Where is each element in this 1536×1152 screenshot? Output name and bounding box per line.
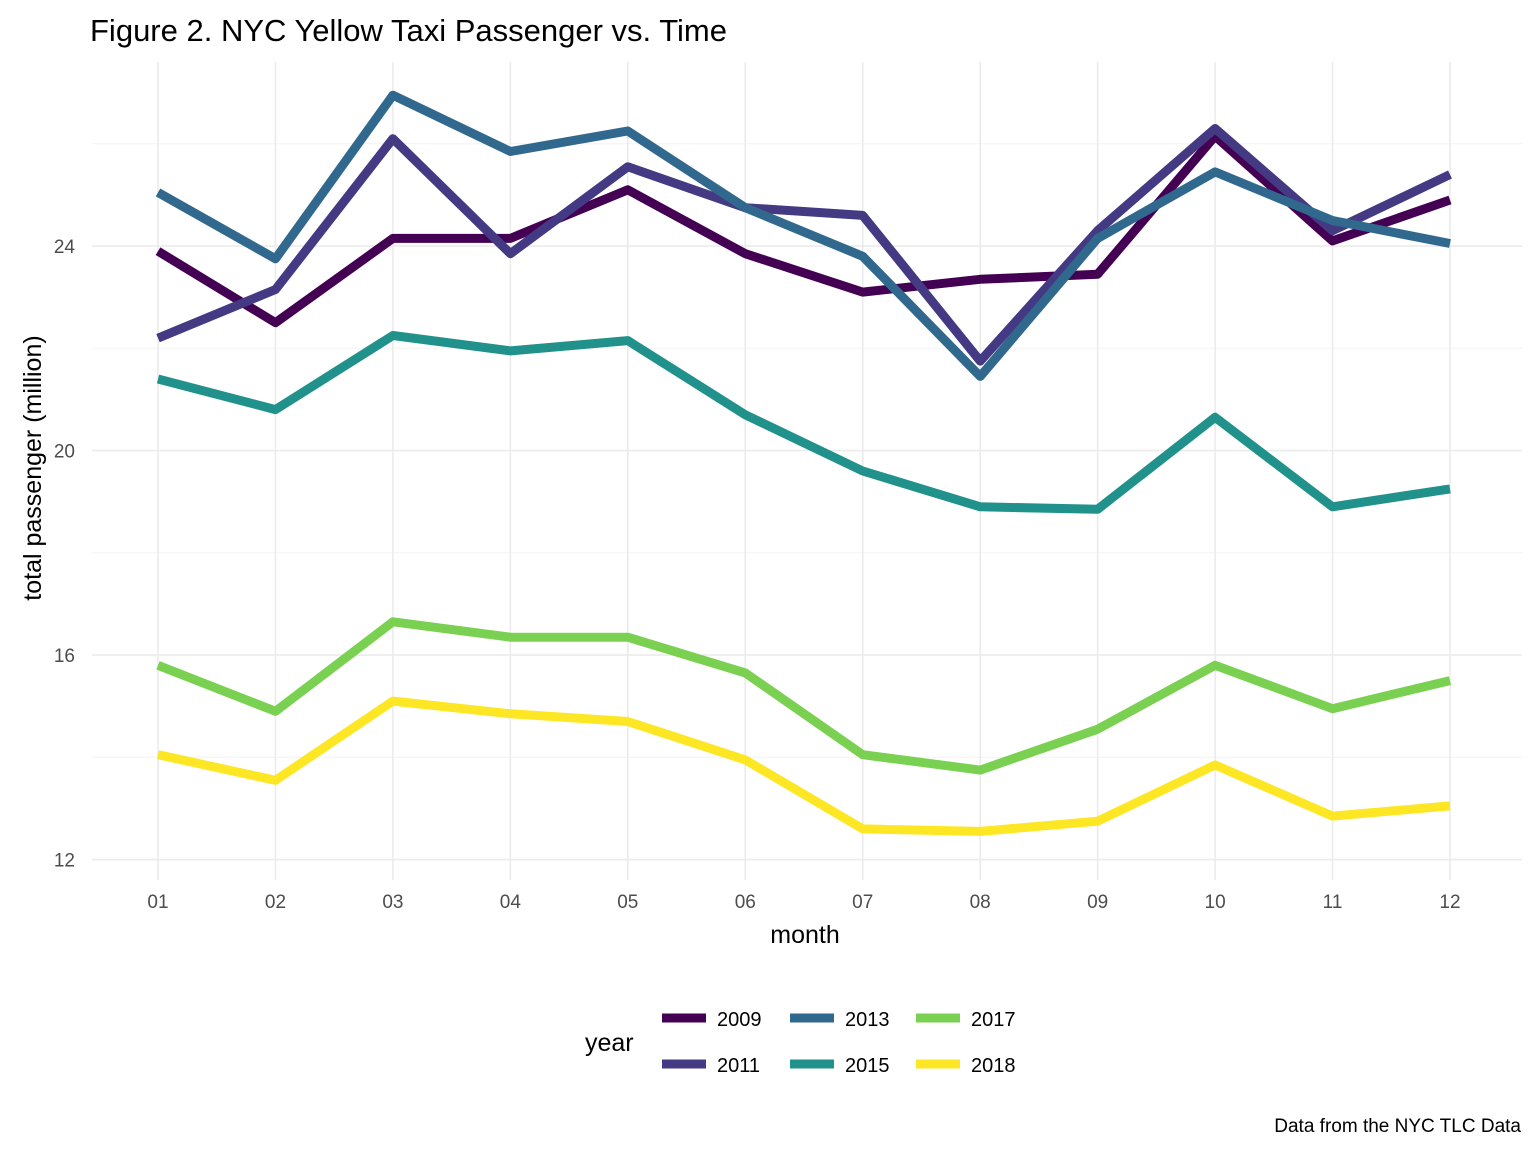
x-tick-label: 04 bbox=[500, 892, 522, 913]
series-lines bbox=[155, 90, 1452, 836]
legend-label-2011: 2011 bbox=[717, 1055, 760, 1077]
grid bbox=[92, 62, 1522, 880]
series-line-2015 bbox=[156, 331, 1451, 514]
x-tick-label: 03 bbox=[382, 892, 403, 913]
legend-label-2009: 2009 bbox=[717, 1009, 762, 1031]
legend-label-2013: 2013 bbox=[845, 1009, 890, 1031]
chart-caption: Data from the NYC TLC Data bbox=[1274, 1116, 1521, 1137]
x-tick-label: 01 bbox=[147, 892, 168, 913]
legend: year 2009 2011 2013 2015 2017 2018 bbox=[585, 1009, 1016, 1077]
y-tick-label: 16 bbox=[54, 646, 75, 667]
x-axis-ticks: 01 02 03 04 05 06 07 08 09 10 11 12 bbox=[147, 892, 1460, 913]
x-tick-label: 02 bbox=[265, 892, 286, 913]
y-tick-label: 20 bbox=[54, 442, 75, 463]
legend-items: 2009 2011 2013 2015 2017 2018 bbox=[662, 1009, 1016, 1077]
y-axis-ticks: 12 16 20 24 bbox=[54, 237, 76, 872]
x-tick-label: 05 bbox=[617, 892, 638, 913]
x-tick-label: 08 bbox=[970, 892, 991, 913]
series-line-2011 bbox=[156, 124, 1452, 366]
series-line-2017 bbox=[156, 617, 1452, 775]
series-line-2009 bbox=[155, 131, 1452, 328]
x-axis-title: month bbox=[770, 921, 839, 949]
chart-title: Figure 2. NYC Yellow Taxi Passenger vs. … bbox=[90, 13, 727, 48]
legend-label-2015: 2015 bbox=[845, 1055, 890, 1077]
y-tick-label: 12 bbox=[54, 851, 75, 872]
legend-label-2018: 2018 bbox=[971, 1055, 1016, 1077]
series-line-2018 bbox=[157, 696, 1451, 836]
legend-title: year bbox=[585, 1029, 634, 1057]
x-tick-label: 06 bbox=[735, 892, 756, 913]
x-tick-label: 09 bbox=[1087, 892, 1108, 913]
legend-label-2017: 2017 bbox=[971, 1009, 1016, 1031]
series-line-2013 bbox=[155, 90, 1451, 381]
x-tick-label: 12 bbox=[1439, 892, 1460, 913]
x-tick-label: 10 bbox=[1205, 892, 1226, 913]
x-tick-label: 07 bbox=[852, 892, 873, 913]
x-tick-label: 11 bbox=[1323, 892, 1343, 913]
y-axis-title: total passenger (million) bbox=[19, 335, 47, 600]
y-tick-label: 24 bbox=[54, 237, 76, 258]
